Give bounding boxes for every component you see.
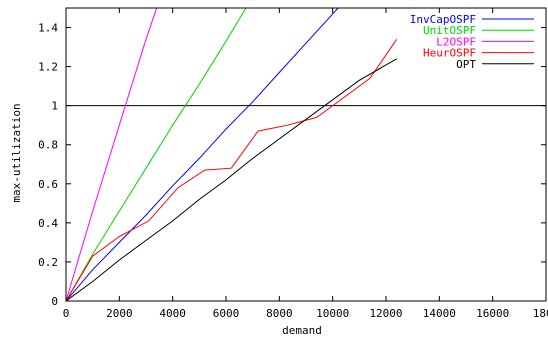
y-tick-label: 0.6: [38, 178, 58, 191]
legend-label-l2ospf: L2OSPF: [436, 35, 476, 48]
plot-frame: [65, 7, 547, 302]
x-tick-label: 14000: [423, 307, 456, 320]
legend-label-unitospf: UnitOSPF: [423, 24, 476, 37]
x-tick-label: 0: [63, 307, 70, 320]
y-axis-label: max-utilization: [10, 103, 23, 202]
x-tick-label: 4000: [159, 307, 186, 320]
legend-label-invcapospf: InvCapOSPF: [410, 13, 476, 26]
y-tick-label: 0.8: [38, 139, 58, 152]
x-tick-label: 16000: [476, 307, 509, 320]
legend-label-heurospf: HeurOSPF: [423, 47, 476, 60]
series-line-l2ospf: [66, 8, 158, 301]
x-tick-label: 12000: [369, 307, 402, 320]
y-tick-label: 1.4: [38, 22, 58, 35]
x-tick-label: 10000: [316, 307, 349, 320]
y-tick-label: 0: [51, 295, 58, 308]
series-line-opt: [66, 58, 397, 301]
x-tick-label: 8000: [266, 307, 293, 320]
y-tick-label: 0.2: [38, 256, 58, 269]
x-tick-label: 6000: [213, 307, 240, 320]
y-tick-label: 1.2: [38, 61, 58, 74]
y-tick-label: 0.4: [38, 217, 58, 230]
x-tick-label: 2000: [106, 307, 133, 320]
x-axis-label: demand: [282, 324, 322, 337]
y-tick-label: 1: [51, 100, 58, 113]
legend-label-opt: OPT: [456, 58, 476, 71]
series-line-unitospf: [66, 8, 247, 301]
series-line-invcapospf: [66, 8, 339, 301]
series-line-heurospf: [66, 39, 398, 301]
